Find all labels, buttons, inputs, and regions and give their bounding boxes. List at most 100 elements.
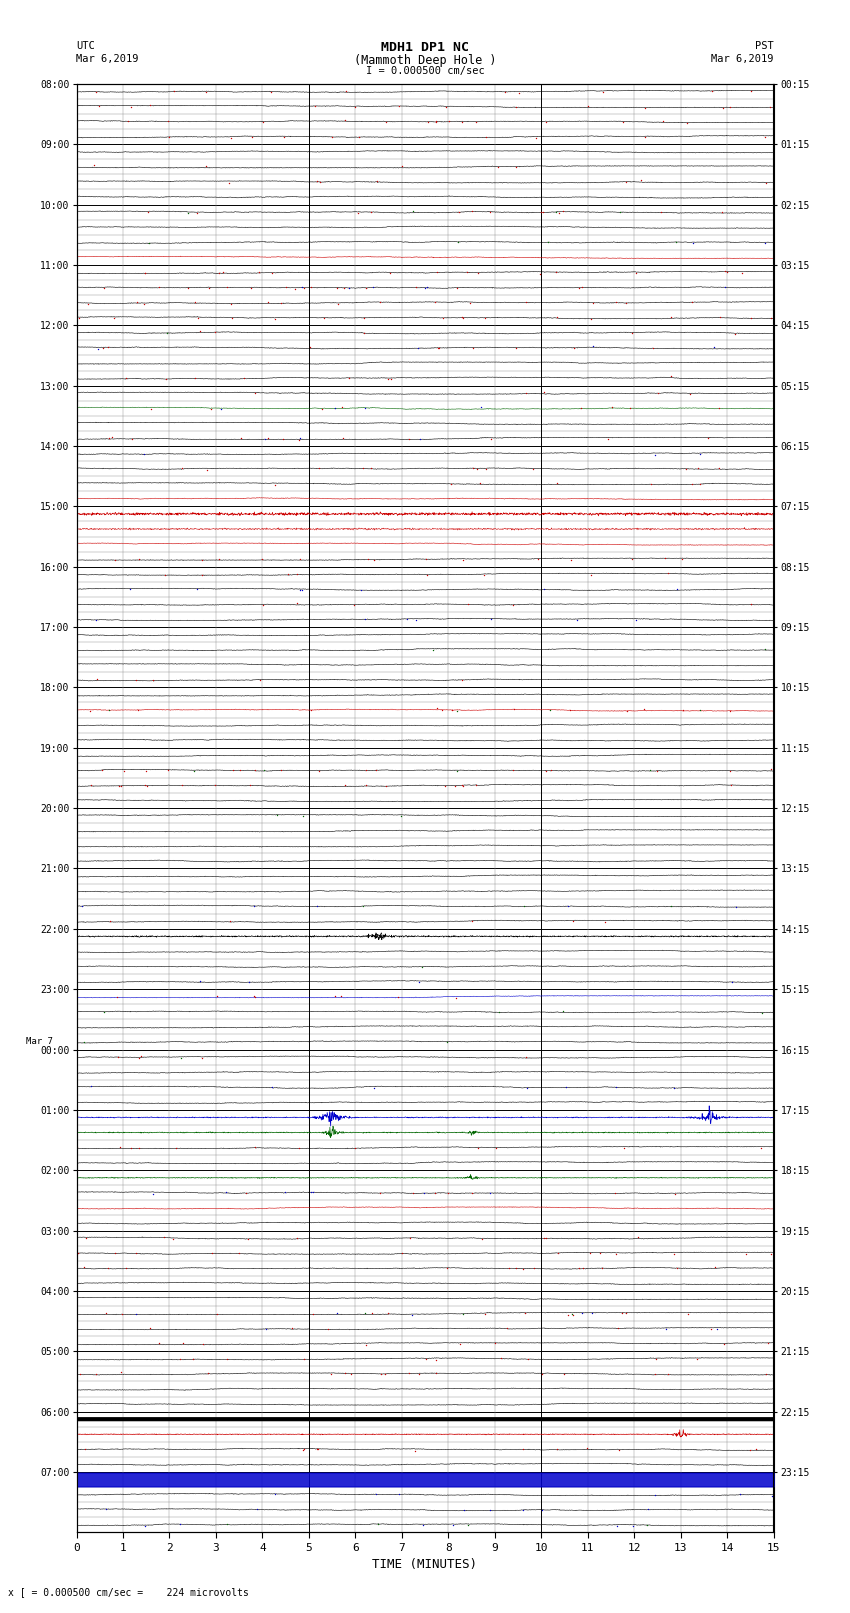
Point [479, 124, 493, 150]
Point [519, 1045, 533, 1071]
Point [252, 668, 266, 694]
Point [527, 456, 541, 482]
Point [152, 1331, 166, 1357]
Point [292, 426, 306, 452]
Point [405, 1302, 419, 1327]
Point [124, 95, 138, 121]
Point [499, 79, 513, 105]
Point [694, 440, 707, 466]
Point [201, 1360, 215, 1386]
Point [701, 426, 715, 452]
Point [467, 455, 480, 481]
Point [581, 94, 595, 119]
Point [756, 1000, 769, 1026]
Point [610, 1513, 624, 1539]
Point [420, 274, 434, 300]
Point [462, 1511, 475, 1537]
Point [620, 698, 633, 724]
Point [403, 1226, 416, 1252]
Point [735, 260, 749, 286]
Point [534, 261, 547, 287]
Point [552, 200, 565, 226]
Point [358, 606, 371, 632]
Point [509, 155, 523, 181]
Point [765, 1482, 779, 1508]
Point [173, 1345, 187, 1371]
Point [232, 1240, 246, 1266]
Point [428, 1181, 441, 1207]
Text: Mar 7: Mar 7 [26, 1037, 54, 1047]
Point [667, 1242, 681, 1268]
Point [436, 697, 450, 723]
Point [324, 1361, 337, 1387]
Point [369, 1481, 382, 1507]
Point [181, 276, 195, 302]
Point [123, 576, 137, 602]
Point [537, 1226, 551, 1252]
Point [541, 229, 554, 255]
Point [278, 1179, 292, 1205]
Point [188, 365, 201, 390]
Point [683, 381, 697, 406]
Point [507, 697, 520, 723]
Point [419, 276, 433, 302]
Point [430, 260, 444, 286]
Point [758, 637, 772, 663]
Point [550, 305, 564, 331]
Point [131, 697, 145, 723]
Point [705, 79, 718, 105]
Point [462, 592, 475, 618]
Point [429, 108, 443, 134]
Point [137, 440, 150, 466]
Point [314, 395, 328, 421]
Point [416, 1513, 430, 1539]
Point [175, 455, 189, 481]
Point [767, 456, 780, 482]
Point [722, 758, 736, 784]
Point [309, 94, 322, 119]
Point [409, 1437, 422, 1463]
Point [651, 379, 665, 405]
Point [750, 1437, 763, 1463]
Point [463, 290, 477, 316]
Point [671, 576, 684, 602]
Point [640, 1511, 654, 1537]
Point [733, 1481, 746, 1507]
Point [280, 274, 293, 300]
Point [129, 1240, 143, 1266]
Point [224, 124, 238, 150]
Point [429, 1360, 443, 1386]
Point [669, 229, 683, 255]
Point [304, 1179, 318, 1205]
Point [471, 1136, 484, 1161]
Point [88, 152, 101, 177]
Point [488, 1331, 502, 1357]
Point [310, 168, 324, 194]
Point [343, 365, 356, 390]
Point [453, 1331, 467, 1357]
Point [536, 198, 550, 224]
Point [101, 334, 115, 360]
Point [712, 395, 726, 421]
Point [99, 1300, 113, 1326]
Text: Mar 6,2019: Mar 6,2019 [711, 53, 774, 65]
Point [456, 1300, 469, 1326]
Point [421, 561, 434, 587]
Point [103, 908, 116, 934]
Point [759, 124, 773, 150]
Point [664, 363, 677, 389]
Point [517, 1257, 530, 1282]
Point [384, 366, 398, 392]
Point [439, 1029, 453, 1055]
Point [378, 1361, 392, 1387]
Point [667, 1076, 681, 1102]
Point [509, 94, 523, 119]
Point [258, 758, 271, 784]
Point [317, 305, 331, 331]
Point [225, 305, 239, 331]
Point [484, 1497, 497, 1523]
Point [744, 1437, 757, 1463]
Point [227, 758, 241, 784]
Point [223, 169, 236, 195]
Point [566, 1302, 580, 1327]
